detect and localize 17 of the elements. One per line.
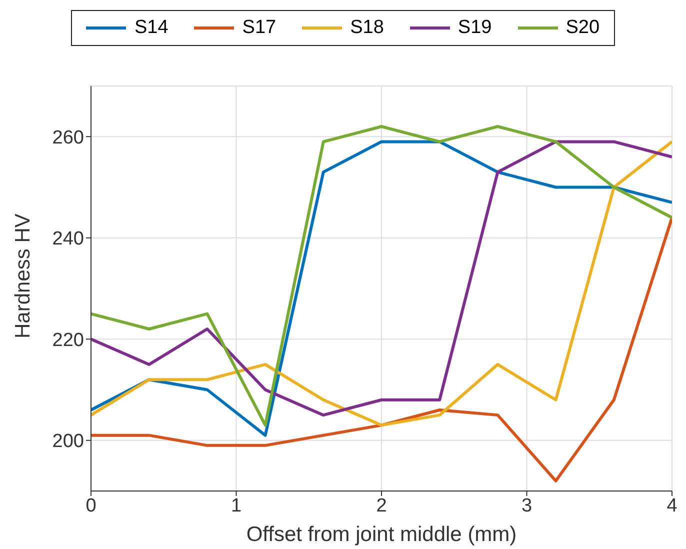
line-series — [91, 216, 672, 482]
x-tick-label: 0 — [86, 495, 96, 516]
y-tick-label: 260 — [52, 127, 84, 148]
x-tick-label: 2 — [376, 495, 387, 516]
x-tick-label: 4 — [666, 495, 678, 516]
legend-label: S14 — [133, 17, 168, 39]
legend-label: S18 — [349, 17, 384, 39]
y-tick-label: 240 — [52, 228, 84, 250]
x-tick-label: 3 — [521, 495, 532, 516]
legend-label: S20 — [564, 17, 600, 39]
y-tick-label: 220 — [52, 330, 84, 351]
y-axis-title: Hardness HV — [11, 214, 34, 338]
legend-label: S19 — [456, 17, 492, 39]
y-tick-label: 200 — [52, 431, 84, 452]
x-axis-title: Offset from joint middle (mm) — [246, 523, 517, 546]
x-tick-label: 1 — [230, 495, 242, 516]
legend-label: S17 — [241, 17, 276, 39]
